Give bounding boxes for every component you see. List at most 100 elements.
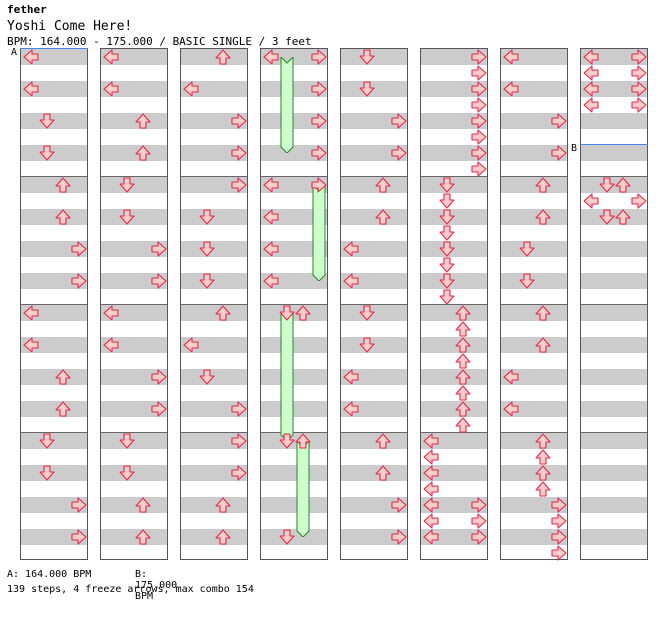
measure-line	[101, 304, 167, 305]
measure-line	[421, 304, 487, 305]
up-arrow-icon	[535, 305, 551, 321]
down-arrow-icon	[519, 273, 535, 289]
beat-stripe	[341, 209, 407, 225]
beat-stripe	[261, 433, 327, 449]
right-arrow-icon	[631, 193, 647, 209]
right-arrow-icon	[551, 529, 567, 545]
right-arrow-icon	[471, 113, 487, 129]
beat-stripe	[421, 337, 487, 353]
right-arrow-icon	[551, 497, 567, 513]
beat-stripe	[501, 497, 567, 513]
right-arrow-icon	[471, 145, 487, 161]
measure-line	[261, 176, 327, 177]
down-arrow-icon	[599, 177, 615, 193]
right-arrow-icon	[471, 49, 487, 65]
beat-stripe	[101, 177, 167, 193]
beat-stripe	[341, 241, 407, 257]
up-arrow-icon	[375, 209, 391, 225]
beat-stripe	[581, 49, 647, 65]
beat-stripe	[101, 529, 167, 545]
beat-stripe	[21, 529, 87, 545]
beat-stripe	[21, 49, 87, 65]
down-arrow-icon	[199, 273, 215, 289]
up-arrow-icon	[135, 145, 151, 161]
measure-line	[101, 432, 167, 433]
up-arrow-icon	[535, 481, 551, 497]
down-arrow-icon	[39, 465, 55, 481]
beat-stripe	[421, 305, 487, 321]
beat-stripe	[21, 81, 87, 97]
freeze-arrow	[279, 55, 295, 154]
up-arrow-icon	[615, 209, 631, 225]
up-arrow-icon	[455, 353, 471, 369]
beat-stripe	[21, 433, 87, 449]
beat-stripe	[501, 209, 567, 225]
left-arrow-icon	[423, 529, 439, 545]
up-arrow-icon	[295, 305, 311, 321]
right-arrow-icon	[231, 433, 247, 449]
down-arrow-icon	[359, 337, 375, 353]
left-arrow-icon	[263, 273, 279, 289]
up-arrow-icon	[455, 369, 471, 385]
left-arrow-icon	[423, 449, 439, 465]
beat-stripe	[181, 433, 247, 449]
beat-stripe	[341, 465, 407, 481]
beat-stripe	[181, 113, 247, 129]
beat-stripe	[341, 177, 407, 193]
right-arrow-icon	[471, 81, 487, 97]
beat-stripe	[21, 209, 87, 225]
up-arrow-icon	[375, 433, 391, 449]
up-arrow-icon	[55, 177, 71, 193]
right-arrow-icon	[151, 241, 167, 257]
beat-stripe	[181, 209, 247, 225]
beat-stripe	[261, 273, 327, 289]
beat-stripe	[261, 305, 327, 321]
beat-stripe	[581, 401, 647, 417]
down-arrow-icon	[39, 145, 55, 161]
down-arrow-icon	[359, 305, 375, 321]
beat-stripe	[261, 401, 327, 417]
beat-stripe	[341, 113, 407, 129]
beat-stripe	[501, 337, 567, 353]
beat-stripe	[181, 241, 247, 257]
left-arrow-icon	[503, 401, 519, 417]
beat-stripe	[501, 241, 567, 257]
down-arrow-icon	[279, 433, 295, 449]
beat-stripe	[581, 465, 647, 481]
chart-column	[340, 48, 408, 560]
beat-stripe	[501, 49, 567, 65]
down-arrow-icon	[439, 209, 455, 225]
beat-stripe	[181, 273, 247, 289]
right-arrow-icon	[231, 113, 247, 129]
beat-stripe	[581, 337, 647, 353]
beat-stripe	[21, 177, 87, 193]
beat-stripe	[581, 145, 647, 161]
right-arrow-icon	[631, 65, 647, 81]
beat-stripe	[181, 145, 247, 161]
chart-info: BPM: 164.000 - 175.000 / BASIC SINGLE / …	[7, 35, 312, 48]
down-arrow-icon	[439, 273, 455, 289]
left-arrow-icon	[583, 65, 599, 81]
beat-stripe	[101, 113, 167, 129]
measure-line	[21, 432, 87, 433]
beat-stripe	[341, 401, 407, 417]
beat-stripe	[21, 497, 87, 513]
down-arrow-icon	[519, 241, 535, 257]
left-arrow-icon	[583, 97, 599, 113]
up-arrow-icon	[55, 209, 71, 225]
beat-stripe	[181, 305, 247, 321]
chart-column	[100, 48, 168, 560]
left-arrow-icon	[103, 305, 119, 321]
right-arrow-icon	[551, 545, 567, 561]
down-arrow-icon	[439, 257, 455, 273]
beat-stripe	[101, 49, 167, 65]
beat-stripe	[21, 145, 87, 161]
beat-stripe	[261, 113, 327, 129]
right-arrow-icon	[151, 273, 167, 289]
down-arrow-icon	[199, 241, 215, 257]
beat-stripe	[261, 497, 327, 513]
right-arrow-icon	[151, 401, 167, 417]
down-arrow-icon	[119, 177, 135, 193]
freeze-arrow	[311, 183, 327, 282]
right-arrow-icon	[71, 497, 87, 513]
